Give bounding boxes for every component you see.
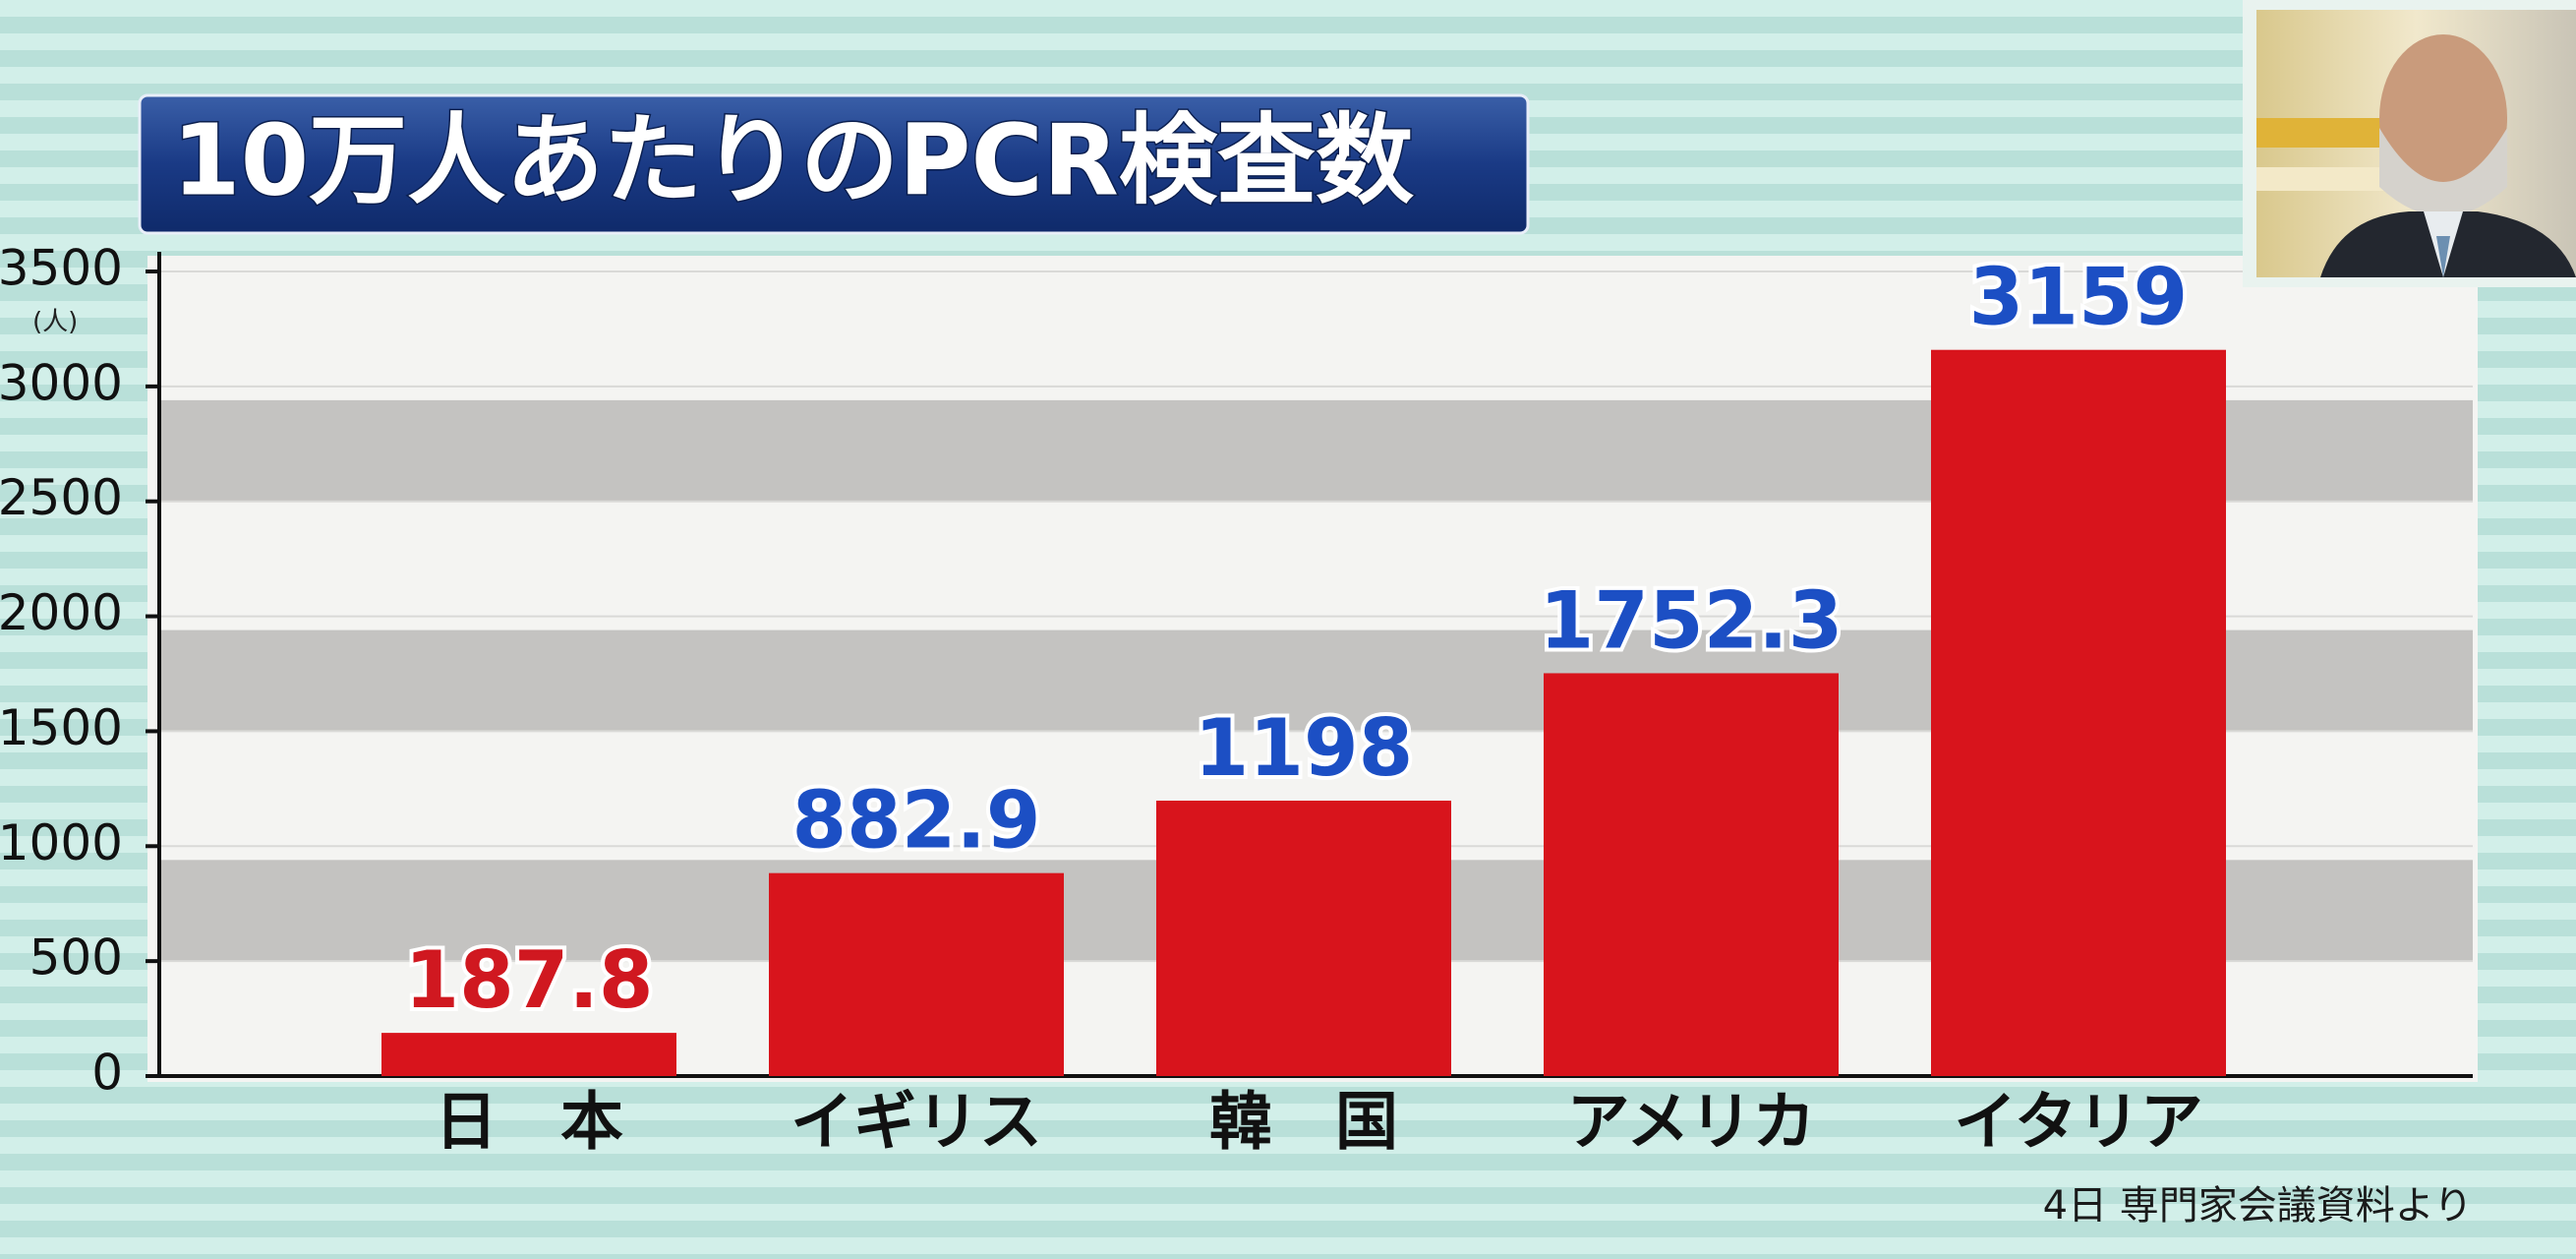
y-tick-label: 1000 bbox=[0, 814, 123, 871]
bar bbox=[381, 1033, 676, 1076]
y-tick-label: 1500 bbox=[0, 699, 123, 756]
title-box bbox=[138, 93, 1530, 235]
x-tick-label: 韓 国 bbox=[1209, 1087, 1398, 1160]
source-note: 4日 専門家会議資料より bbox=[2043, 1183, 2473, 1229]
y-tick-label: 500 bbox=[29, 929, 123, 987]
x-tick-label: イギリス bbox=[790, 1087, 1042, 1160]
bar bbox=[1931, 349, 2226, 1077]
value-label: 1752.3 bbox=[1540, 574, 1844, 666]
y-tick-label: 3500 bbox=[0, 240, 123, 297]
x-tick-label: アメリカ bbox=[1567, 1087, 1816, 1160]
chart-title: 10万人あたりのPCR検査数 bbox=[172, 102, 1414, 217]
y-tick-label: 3000 bbox=[0, 354, 123, 411]
x-tick-label: 日 本 bbox=[435, 1087, 623, 1160]
y-tick-label: 0 bbox=[91, 1045, 123, 1102]
x-tick-label: イタリア bbox=[1954, 1087, 2202, 1160]
bar bbox=[769, 872, 1064, 1076]
value-label: 882.9 bbox=[791, 775, 1040, 867]
inset-video bbox=[2243, 0, 2576, 287]
value-label: 1198 bbox=[1195, 702, 1414, 794]
y-unit: (人) bbox=[32, 308, 78, 337]
value-label: 187.8 bbox=[404, 934, 653, 1026]
y-tick-label: 2500 bbox=[0, 469, 123, 526]
y-tick-label: 2000 bbox=[0, 584, 123, 641]
bar bbox=[1544, 673, 1839, 1076]
bar bbox=[1156, 801, 1451, 1076]
value-label: 3159 bbox=[1969, 252, 2189, 343]
